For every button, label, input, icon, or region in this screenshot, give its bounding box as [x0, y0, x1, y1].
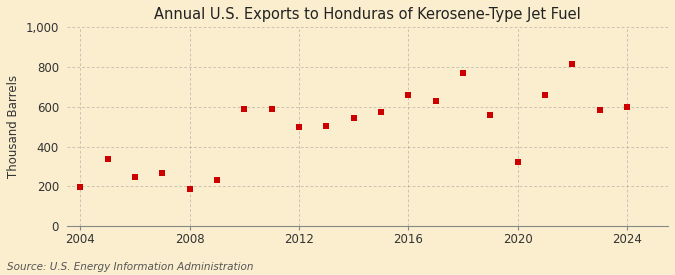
- Y-axis label: Thousand Barrels: Thousand Barrels: [7, 75, 20, 178]
- Text: Source: U.S. Energy Information Administration: Source: U.S. Energy Information Administ…: [7, 262, 253, 272]
- Title: Annual U.S. Exports to Honduras of Kerosene-Type Jet Fuel: Annual U.S. Exports to Honduras of Keros…: [154, 7, 580, 22]
